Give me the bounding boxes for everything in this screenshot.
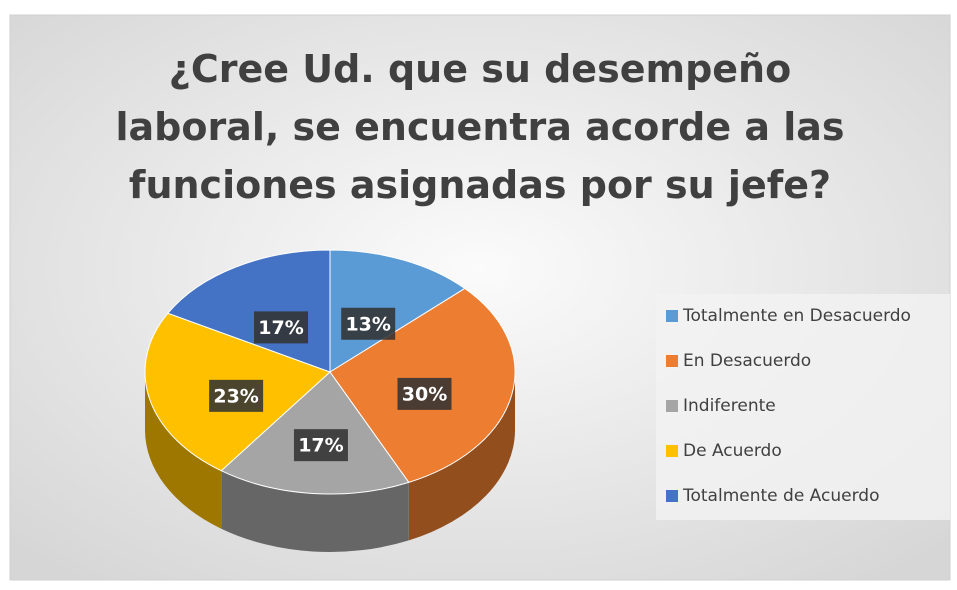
value-label: 30% (402, 383, 447, 405)
value-label-box (209, 379, 264, 412)
legend-swatch (666, 490, 678, 502)
legend-label: Indiferente (683, 396, 776, 416)
value-label-box (293, 429, 348, 462)
legend-label: En Desacuerdo (683, 351, 811, 371)
legend-label: De Acuerdo (683, 441, 782, 461)
chart-title: ¿Cree Ud. que su desempeño laboral, se e… (115, 47, 845, 207)
pie-side (408, 372, 515, 541)
value-label-box (397, 377, 452, 410)
pie-side (145, 372, 222, 529)
legend-swatch (666, 310, 678, 322)
legend-label: Totalmente en Desacuerdo (682, 306, 911, 326)
pie-side (221, 470, 409, 552)
value-label-box (254, 311, 309, 344)
value-label: 17% (298, 435, 343, 457)
value-label: 23% (213, 385, 258, 407)
value-label: 13% (345, 313, 390, 335)
value-label: 17% (258, 317, 303, 339)
pie-slice (329, 249, 466, 373)
legend-swatch (666, 445, 678, 457)
legend-swatch (666, 355, 678, 367)
legend-label: Totalmente de Acuerdo (682, 486, 879, 506)
value-label-box (341, 307, 396, 340)
legend-box (656, 294, 950, 520)
legend-swatch (666, 400, 678, 412)
